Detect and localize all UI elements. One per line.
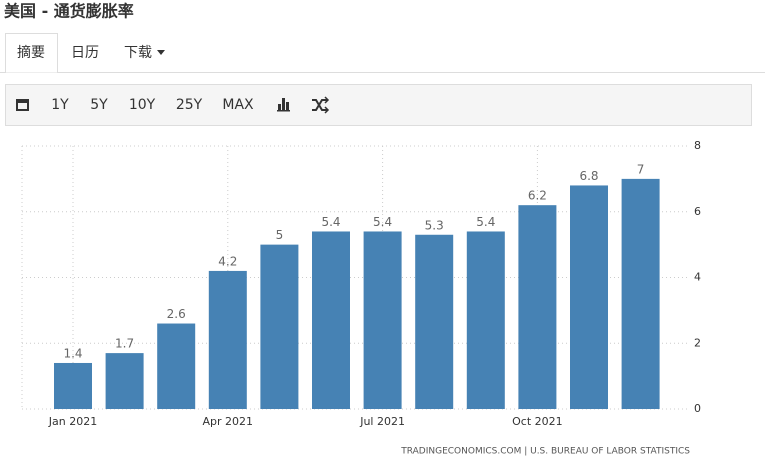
bar-chart-icon[interactable]: [277, 98, 290, 112]
bar: [466, 231, 505, 409]
active-tab[interactable]: [5, 33, 58, 73]
bar: [312, 231, 350, 409]
bar: [570, 185, 608, 409]
bar: [157, 323, 196, 409]
value-label: 5: [276, 228, 284, 242]
x-tick-label: Jan 2021: [48, 415, 97, 428]
range-button[interactable]: 10Y: [129, 97, 156, 113]
value-label: 6.2: [528, 189, 547, 203]
y-tick-label: 6: [694, 205, 701, 218]
page-title: 美国 - 通货膨胀率: [4, 2, 134, 21]
value-label: 6.8: [579, 169, 598, 183]
bar: [105, 353, 144, 409]
toolbar: [5, 84, 752, 126]
range-button[interactable]: 1Y: [51, 97, 69, 113]
tab[interactable]: 摘要: [17, 44, 45, 61]
bar: [260, 244, 299, 409]
bar: [621, 178, 660, 409]
calendar-icon[interactable]: [16, 99, 29, 111]
bar: [54, 362, 92, 409]
y-tick-label: 4: [694, 271, 701, 284]
bar: [415, 234, 454, 409]
bar: [518, 205, 557, 409]
tab[interactable]: 下载: [124, 45, 152, 61]
value-label: 5.4: [321, 215, 340, 229]
range-button[interactable]: 25Y: [176, 97, 203, 113]
bar: [208, 270, 247, 409]
y-tick-label: 8: [694, 139, 701, 152]
x-tick-label: Apr 2021: [203, 415, 254, 428]
bar: [363, 231, 402, 409]
tab[interactable]: 日历: [71, 45, 99, 61]
value-label: 5.4: [373, 215, 392, 229]
value-label: 5.3: [425, 218, 444, 232]
value-label: 1.4: [63, 346, 82, 360]
x-tick-label: Jul 2021: [359, 415, 405, 428]
range-button[interactable]: 5Y: [90, 97, 108, 113]
value-label: 5.4: [476, 215, 495, 229]
shuffle-icon[interactable]: [312, 96, 330, 114]
range-button[interactable]: MAX: [222, 97, 254, 113]
value-label: 4.2: [218, 254, 237, 268]
value-label: 1.7: [115, 337, 134, 351]
value-label: 7: [637, 162, 645, 176]
y-tick-label: 0: [694, 402, 701, 415]
source: TRADINGECONOMICS.COM | U.S. BUREAU OF LA…: [400, 447, 690, 457]
x-tick-label: Oct 2021: [512, 415, 563, 428]
value-label: 2.6: [167, 307, 186, 321]
dropdown-caret[interactable]: [157, 50, 165, 55]
y-tick-label: 2: [694, 336, 701, 349]
